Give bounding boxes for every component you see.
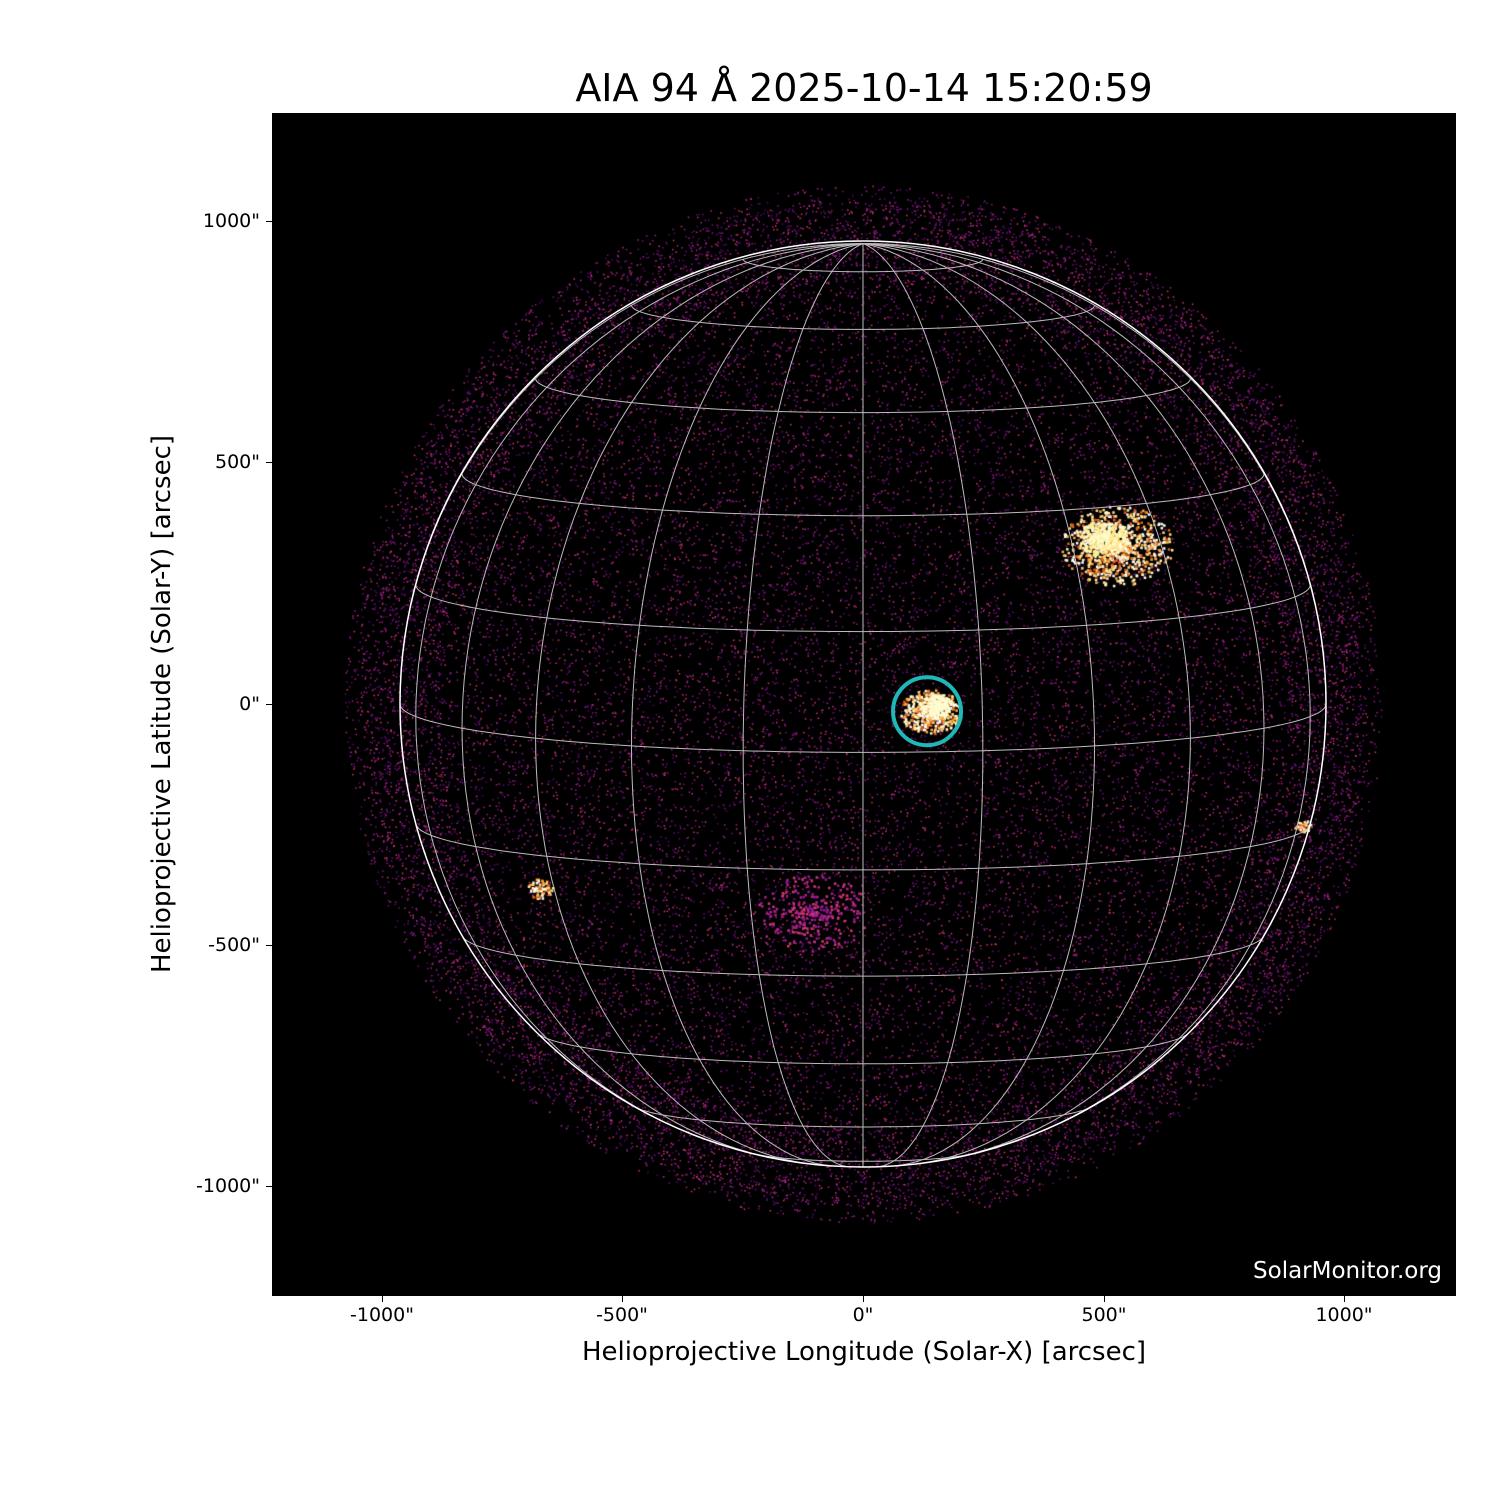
- y-tick-label: -500": [208, 934, 260, 956]
- y-tick-label: 1000": [202, 210, 260, 232]
- y-tick-label: 0": [239, 693, 260, 715]
- y-axis-label: Helioprojective Latitude (Solar-Y) [arcs…: [147, 434, 177, 974]
- longitude-line: [630, 243, 864, 1167]
- longitude-line: [862, 243, 1265, 1160]
- longitude-line: [862, 243, 1311, 1131]
- x-tick-label: 1000": [1315, 1304, 1373, 1326]
- longitude-line: [399, 243, 864, 705]
- heliographic-grid-overlay: [399, 240, 1327, 1168]
- x-tick-label: -1000": [350, 1304, 414, 1326]
- solar-image: SolarMonitor.org: [272, 113, 1456, 1296]
- x-tick-label: 0": [852, 1304, 874, 1326]
- y-tick-label: 500": [214, 451, 260, 473]
- y-tick-label: -1000": [196, 1175, 260, 1197]
- longitude-line: [862, 243, 984, 1167]
- longitude-line: [742, 243, 864, 1167]
- x-tick-label: -500": [596, 1304, 648, 1326]
- flare-location-circle: [891, 675, 964, 748]
- x-axis-label: Helioprojective Longitude (Solar-X) [arc…: [581, 1337, 1147, 1367]
- longitude-line: [862, 243, 1191, 1164]
- longitude-line: [415, 243, 864, 1131]
- aia-94-image: [272, 113, 1456, 1296]
- longitude-line: [535, 243, 864, 1164]
- solar-limb: [399, 240, 1327, 1168]
- x-tick-label: 500": [1081, 1304, 1127, 1326]
- longitude-line: [862, 243, 1327, 705]
- longitude-line: [461, 243, 864, 1160]
- longitude-line: [862, 243, 1096, 1167]
- watermark: SolarMonitor.org: [1253, 1258, 1442, 1284]
- plot-title: AIA 94 Å 2025-10-14 15:20:59: [575, 66, 1153, 110]
